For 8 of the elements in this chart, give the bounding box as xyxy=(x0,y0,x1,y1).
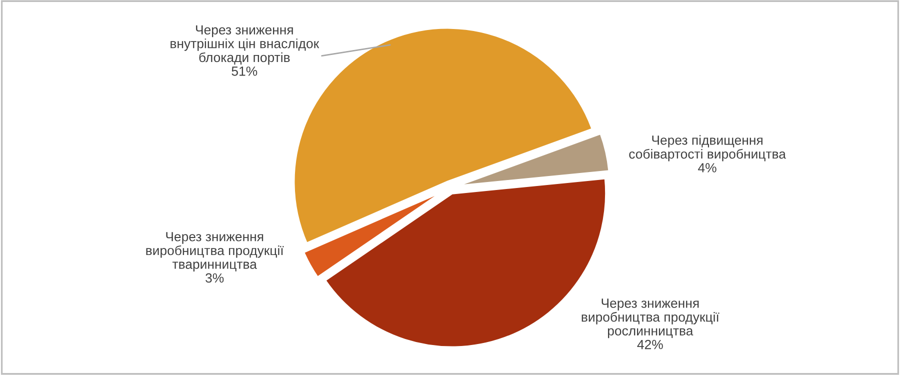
data-label: 42% xyxy=(637,340,663,350)
slice-label: Через підвищення собівартості виробництва xyxy=(629,135,786,162)
slice-label: Через зниження внутрішніх цін внаслідок блокади портів xyxy=(170,25,320,65)
data-label: 51% xyxy=(232,66,258,76)
slice-label: Через зниження виробництва продукції рослинництва xyxy=(582,298,720,338)
data-label: 4% xyxy=(698,163,716,172)
data-label: 3% xyxy=(206,273,224,283)
slice-label: Через зниження виробництва продукції тваринництва xyxy=(146,232,284,272)
